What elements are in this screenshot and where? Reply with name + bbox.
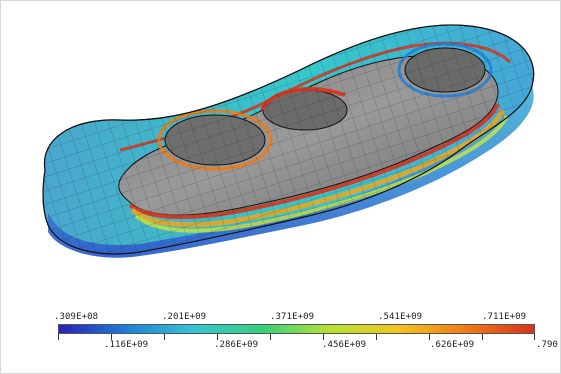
legend-tick xyxy=(270,334,271,340)
legend-label-4: .286E+09 xyxy=(214,340,259,350)
stress-contour-model xyxy=(42,24,535,258)
legend-label-3: .201E+09 xyxy=(162,312,207,322)
legend-tick xyxy=(164,334,165,340)
mesh-overlay xyxy=(43,24,534,254)
legend-label-5: .371E+09 xyxy=(270,312,315,322)
legend-label-9: .711E+09 xyxy=(482,312,527,322)
legend-label-8: .626E+09 xyxy=(430,340,475,350)
body-lower-band xyxy=(48,86,534,258)
legend-tick xyxy=(482,334,483,340)
legend-tick xyxy=(58,334,59,340)
legend-label-1: .309E+08 xyxy=(54,312,99,322)
body-outline xyxy=(42,24,535,255)
legend-tick xyxy=(376,334,377,340)
legend-label-6: .456E+09 xyxy=(322,340,367,350)
legend-tick xyxy=(534,334,535,340)
fea-viewport xyxy=(42,24,535,258)
legend-tick xyxy=(111,334,112,340)
stress-legend: .309E+08 .116E+09 .201E+09 .286E+09 .371… xyxy=(0,310,561,374)
legend-label-2: .116E+09 xyxy=(104,340,149,350)
legend-label-7: .541E+09 xyxy=(378,312,423,322)
legend-colorbar xyxy=(58,324,535,334)
legend-tick xyxy=(429,334,430,340)
legend-label-10: .790 xyxy=(536,340,559,350)
legend-tick xyxy=(323,334,324,340)
legend-tick xyxy=(217,334,218,340)
